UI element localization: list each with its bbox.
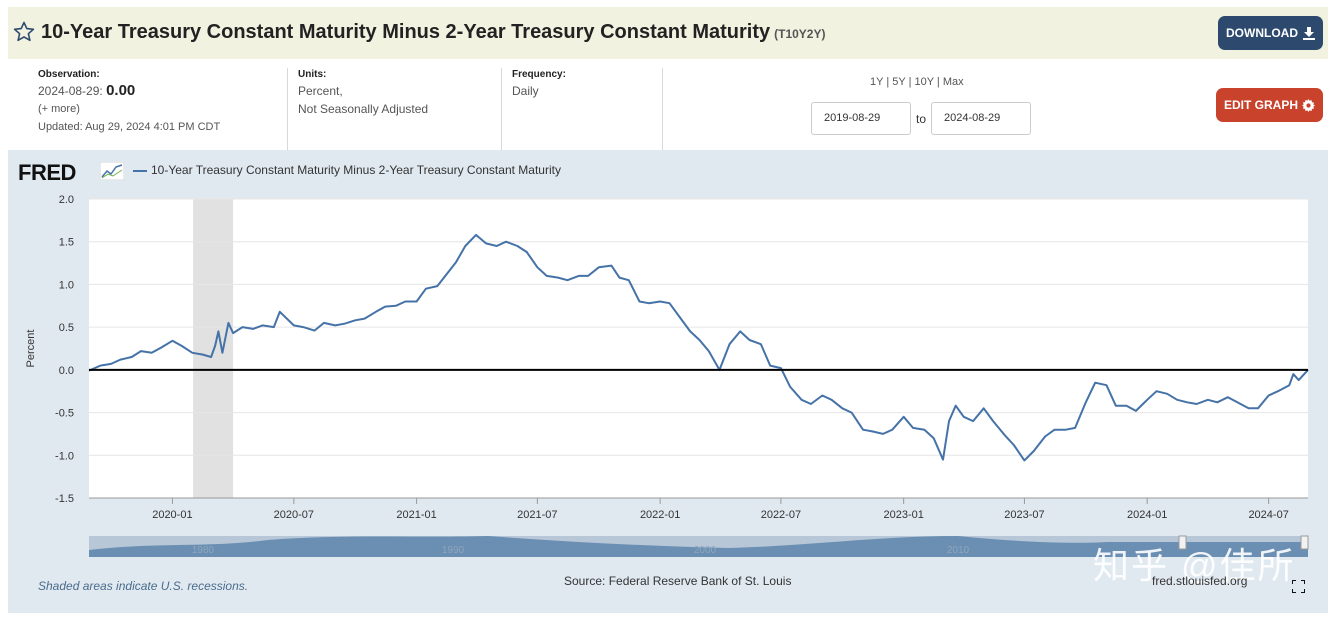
y-tick-label: -1.5 bbox=[55, 493, 74, 505]
navigator-label: 2010 bbox=[947, 545, 970, 556]
y-tick-label: 1.0 bbox=[59, 279, 74, 291]
x-tick-label: 2024-07 bbox=[1248, 509, 1288, 521]
y-tick-label: -0.5 bbox=[55, 408, 74, 420]
end-date-input[interactable]: 2024-08-29 bbox=[931, 102, 1031, 135]
page-title: 10-Year Treasury Constant Maturity Minus… bbox=[41, 21, 825, 44]
start-date-input[interactable]: 2019-08-29 bbox=[811, 102, 911, 135]
frequency-block: Frequency: Daily bbox=[512, 68, 566, 100]
frequency-value: Daily bbox=[512, 84, 539, 98]
x-tick-label: 2020-01 bbox=[152, 509, 192, 521]
navigator-handle-left[interactable] bbox=[1178, 535, 1187, 550]
navigator-handle-right[interactable] bbox=[1300, 535, 1309, 550]
navigator-label: 2000 bbox=[694, 545, 717, 556]
site-link[interactable]: fred.stlouisfed.org bbox=[1152, 574, 1248, 588]
edit-graph-label: EDIT GRAPH bbox=[1223, 98, 1298, 112]
legend-label: 10-Year Treasury Constant Maturity Minus… bbox=[151, 163, 561, 177]
fred-logo: FRED bbox=[18, 160, 76, 185]
x-tick-label: 2022-07 bbox=[761, 509, 801, 521]
more-link[interactable]: (+ more) bbox=[38, 103, 80, 115]
divider bbox=[662, 68, 663, 150]
updated-text: Updated: Aug 29, 2024 4:01 PM CDT bbox=[38, 121, 221, 133]
units-block: Units: Percent, Not Seasonally Adjusted bbox=[298, 68, 428, 118]
range-links: 1Y | 5Y | 10Y | Max bbox=[870, 76, 964, 88]
x-tick-label: 2022-01 bbox=[640, 509, 680, 521]
divider bbox=[501, 68, 502, 150]
y-tick-label: 0.0 bbox=[59, 365, 74, 377]
gear-icon bbox=[1302, 98, 1315, 112]
watermark-text: 知乎 @佳所 bbox=[1093, 545, 1296, 586]
y-axis-title: Percent bbox=[25, 330, 37, 368]
download-label: DOWNLOAD bbox=[1226, 26, 1298, 40]
series-id: (T10Y2Y) bbox=[774, 27, 826, 41]
x-tick-label: 2023-07 bbox=[1004, 509, 1044, 521]
fred-logo-icon bbox=[100, 162, 124, 180]
y-tick-label: -1.0 bbox=[55, 450, 74, 462]
x-tick-label: 2024-01 bbox=[1127, 509, 1167, 521]
units-line2: Not Seasonally Adjusted bbox=[298, 102, 429, 116]
edit-graph-button[interactable]: EDIT GRAPH bbox=[1216, 88, 1323, 122]
observation-label: Observation: bbox=[38, 69, 100, 80]
observation-date: 2024-08-29: bbox=[38, 84, 103, 98]
y-tick-label: 1.5 bbox=[59, 237, 74, 249]
legend-swatch bbox=[133, 170, 147, 172]
chart-panel: FRED 10-Year Treasury Constant Maturity … bbox=[8, 150, 1328, 613]
x-tick-label: 2023-01 bbox=[883, 509, 923, 521]
to-label: to bbox=[916, 112, 927, 126]
navigator-series-shape bbox=[89, 536, 1308, 557]
range-link-10y[interactable]: 10Y bbox=[914, 76, 934, 88]
star-icon[interactable] bbox=[12, 20, 36, 44]
frequency-label: Frequency: bbox=[512, 69, 566, 80]
x-tick-label: 2021-07 bbox=[517, 509, 557, 521]
y-tick-label: 0.5 bbox=[59, 322, 74, 334]
line-chart[interactable]: 2.0 1.5 1.0 0.5 0.0 -0.5 -1.0 -1.5 Percent 2020-… bbox=[8, 150, 1328, 613]
observation-value: 0.00 bbox=[106, 82, 136, 99]
x-tick-label: 2020-07 bbox=[274, 509, 314, 521]
recession-note: Shaded areas indicate U.S. recessions. bbox=[38, 579, 249, 593]
download-button[interactable]: DOWNLOAD bbox=[1218, 16, 1323, 50]
divider bbox=[287, 68, 288, 150]
y-tick-label: 2.0 bbox=[59, 194, 74, 206]
series-line[interactable] bbox=[88, 233, 1309, 462]
range-link-1y[interactable]: 1Y bbox=[870, 76, 884, 88]
series-title-text: 10-Year Treasury Constant Maturity Minus… bbox=[41, 21, 771, 43]
navigator-label: 1990 bbox=[442, 545, 465, 556]
download-icon bbox=[1303, 26, 1315, 40]
x-tick-label: 2021-01 bbox=[396, 509, 436, 521]
observation-block: Observation: 2024-08-29: 0.00 (+ more) U… bbox=[38, 68, 220, 136]
source-note: Source: Federal Reserve Bank of St. Loui… bbox=[564, 574, 792, 588]
range-link-max[interactable]: Max bbox=[942, 76, 964, 88]
plot-area bbox=[89, 199, 1308, 498]
fullscreen-icon[interactable] bbox=[1292, 580, 1305, 593]
units-label: Units: bbox=[298, 69, 327, 80]
title-bar: 10-Year Treasury Constant Maturity Minus… bbox=[8, 7, 1328, 59]
range-link-5y[interactable]: 5Y bbox=[892, 76, 906, 88]
navigator-label: 1980 bbox=[192, 545, 215, 556]
units-line1: Percent, bbox=[298, 84, 343, 98]
